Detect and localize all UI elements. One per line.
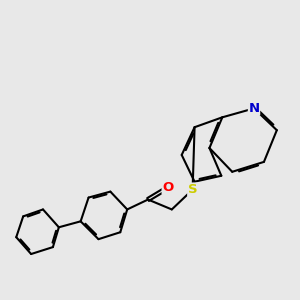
Text: N: N xyxy=(248,102,260,115)
Text: O: O xyxy=(162,181,173,194)
Text: S: S xyxy=(188,183,197,196)
